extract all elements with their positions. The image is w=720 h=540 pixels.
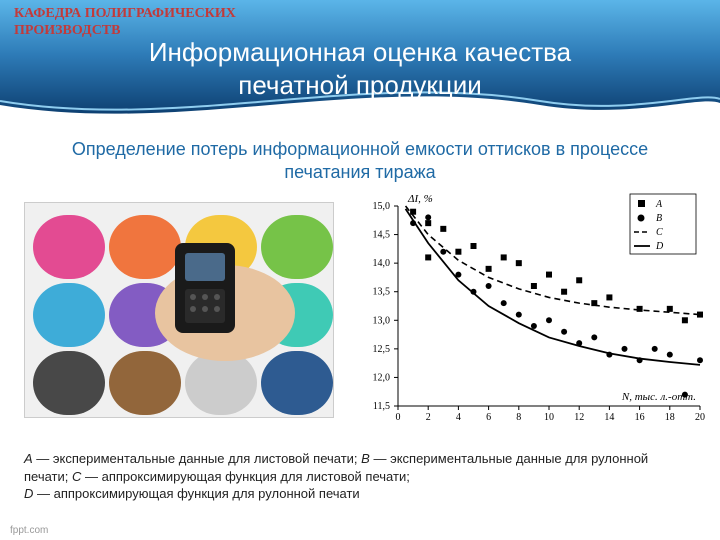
svg-text:18: 18 [665, 412, 675, 423]
slide: КАФЕДРА ПОЛИГРАФИЧЕСКИХ ПРОИЗВОДСТВ Инфо… [0, 0, 720, 540]
svg-text:12,5: 12,5 [373, 344, 391, 355]
svg-text:A: A [655, 199, 663, 210]
svg-text:B: B [656, 213, 662, 224]
footer-credit: fppt.com [10, 525, 48, 536]
cap-a-t: — экспериментальные данные для листовой … [33, 451, 362, 466]
cap-d-i: D [24, 486, 33, 501]
svg-text:8: 8 [516, 412, 521, 423]
svg-text:12,0: 12,0 [373, 372, 391, 383]
svg-text:6: 6 [486, 412, 491, 423]
svg-text:ΔI, %: ΔI, % [407, 193, 433, 205]
svg-text:14,0: 14,0 [373, 258, 391, 269]
svg-text:12: 12 [574, 412, 584, 423]
cap-c-i: С [72, 469, 81, 484]
cap-c-t: — аппроксимирующая функция для листовой … [81, 469, 409, 484]
svg-text:14: 14 [604, 412, 614, 423]
title-line-1: Информационная оценка качества [0, 36, 720, 69]
title-line-2: печатной продукции [0, 69, 720, 102]
svg-text:16: 16 [635, 412, 645, 423]
svg-text:0: 0 [396, 412, 401, 423]
slide-title: Информационная оценка качества печатной … [0, 36, 720, 101]
svg-text:20: 20 [695, 412, 705, 423]
svg-text:D: D [655, 241, 664, 252]
cap-d-t: — аппроксимирующая функция для рулонной … [33, 486, 359, 501]
svg-text:2: 2 [426, 412, 431, 423]
svg-text:4: 4 [456, 412, 461, 423]
cap-a-i: А [24, 451, 33, 466]
svg-text:11,5: 11,5 [373, 401, 390, 412]
svg-text:13,0: 13,0 [373, 315, 391, 326]
svg-text:10: 10 [544, 412, 554, 423]
photo-svg [25, 203, 334, 418]
svg-text:15,0: 15,0 [373, 201, 391, 212]
cap-b-i: В [361, 451, 370, 466]
svg-text:C: C [656, 227, 663, 238]
svg-text:14,5: 14,5 [373, 230, 391, 241]
department-label: КАФЕДРА ПОЛИГРАФИЧЕСКИХ ПРОИЗВОДСТВ [14, 6, 274, 40]
illustration-photo [24, 202, 334, 418]
slide-subtitle: Определение потерь информационной емкост… [40, 138, 680, 185]
caption: А — экспериментальные данные для листово… [24, 450, 696, 503]
svg-text:13,5: 13,5 [373, 287, 391, 298]
scatter-chart: 0 2 4 6 8 10 12 14 16 18 20 11,5 12,0 12,5 13,0 13,5 14,… [350, 188, 710, 436]
